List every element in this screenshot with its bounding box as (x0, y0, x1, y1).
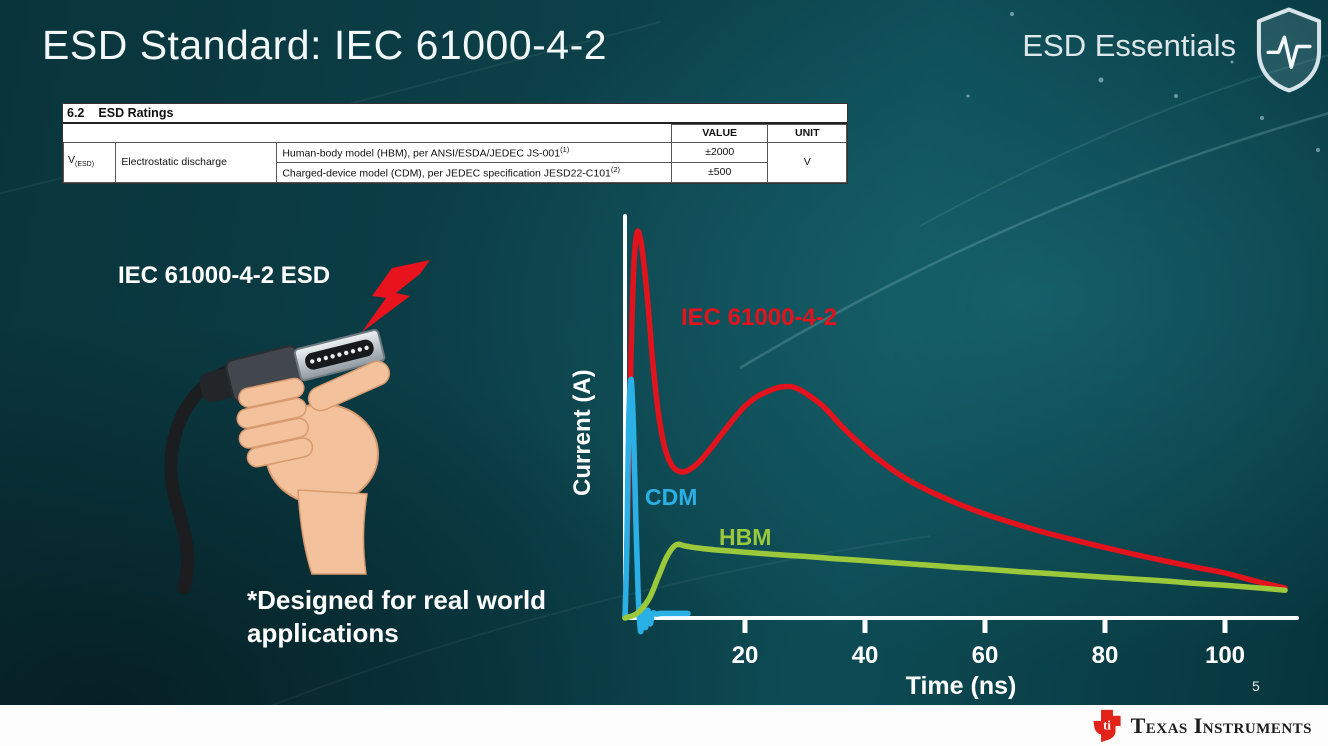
wrist (297, 489, 368, 575)
table-row: V(ESD) Electrostatic discharge Human-bod… (62, 141, 847, 183)
cdm-value-cell: ±500 (670, 161, 769, 183)
texas-instruments-wordmark: Texas Instruments (1130, 712, 1312, 738)
caption-text: *Designed for real world applications (247, 585, 547, 648)
x-axis-label: Time (ns) (905, 672, 1017, 700)
cdm-description-cell: Charged-device model (CDM), per JEDEC sp… (276, 161, 672, 183)
table-section-title: 6.2 ESD Ratings (63, 104, 847, 124)
chart-canvas: 20 40 60 80 100 (622, 214, 1299, 669)
esd-shield-icon (1256, 7, 1322, 93)
footer-bar: ti Texas Instruments (0, 705, 1328, 746)
esd-waveform-chart: 20 40 60 80 100 IEC 61000-4-2 CDM HBM Time (… (555, 200, 1328, 710)
series-label-cdm: CDM (645, 484, 698, 510)
svg-text:ti: ti (1103, 718, 1111, 732)
slide-title: ESD Standard: IEC 61000-4-2 (42, 22, 608, 68)
param-symbol-cell: V(ESD) (62, 141, 117, 183)
unit-cell: V (767, 141, 847, 183)
x-tick-label: 100 (1205, 642, 1245, 669)
series-label-iec: IEC 61000-4-2 (681, 304, 838, 331)
esd-ratings-table: 6.2 ESD Ratings VALUE UNIT V(ESD) Electro… (62, 103, 848, 184)
x-tick-label: 40 (852, 642, 879, 669)
section-name: ESD Ratings (98, 106, 174, 120)
value-column-header: VALUE (670, 124, 769, 143)
x-tick-label: 20 (732, 642, 759, 669)
texas-instruments-logo-icon: ti (1092, 709, 1121, 742)
table-row: Charged-device model (CDM), per JEDEC sp… (64, 161, 847, 183)
section-number: 6.2 (67, 106, 85, 120)
connector-label: IEC 61000-4-2 ESD (118, 262, 331, 289)
lightning-bolt-icon (362, 260, 430, 332)
thumb (307, 360, 391, 412)
header-spacer (63, 124, 672, 143)
unit-column-header: UNIT (767, 124, 847, 143)
page-number: 5 (1252, 678, 1260, 694)
y-axis-label: Current (A) (569, 369, 596, 497)
series-curve (622, 228, 1288, 621)
hand-connector-illustration (164, 260, 430, 595)
series-label-hbm: HBM (719, 524, 772, 550)
cable (164, 363, 237, 595)
x-tick-label: 80 (1092, 642, 1119, 669)
x-tick-label: 60 (972, 642, 999, 669)
param-name-cell: Electrostatic discharge (115, 141, 278, 183)
hbm-description-cell: Human-body model (HBM), per ANSI/ESDA/JE… (276, 141, 672, 163)
program-name: ESD Essentials (1022, 28, 1236, 63)
hbm-value-cell: ±2000 (670, 141, 769, 163)
series-curve (622, 541, 1288, 621)
hand (236, 360, 391, 575)
